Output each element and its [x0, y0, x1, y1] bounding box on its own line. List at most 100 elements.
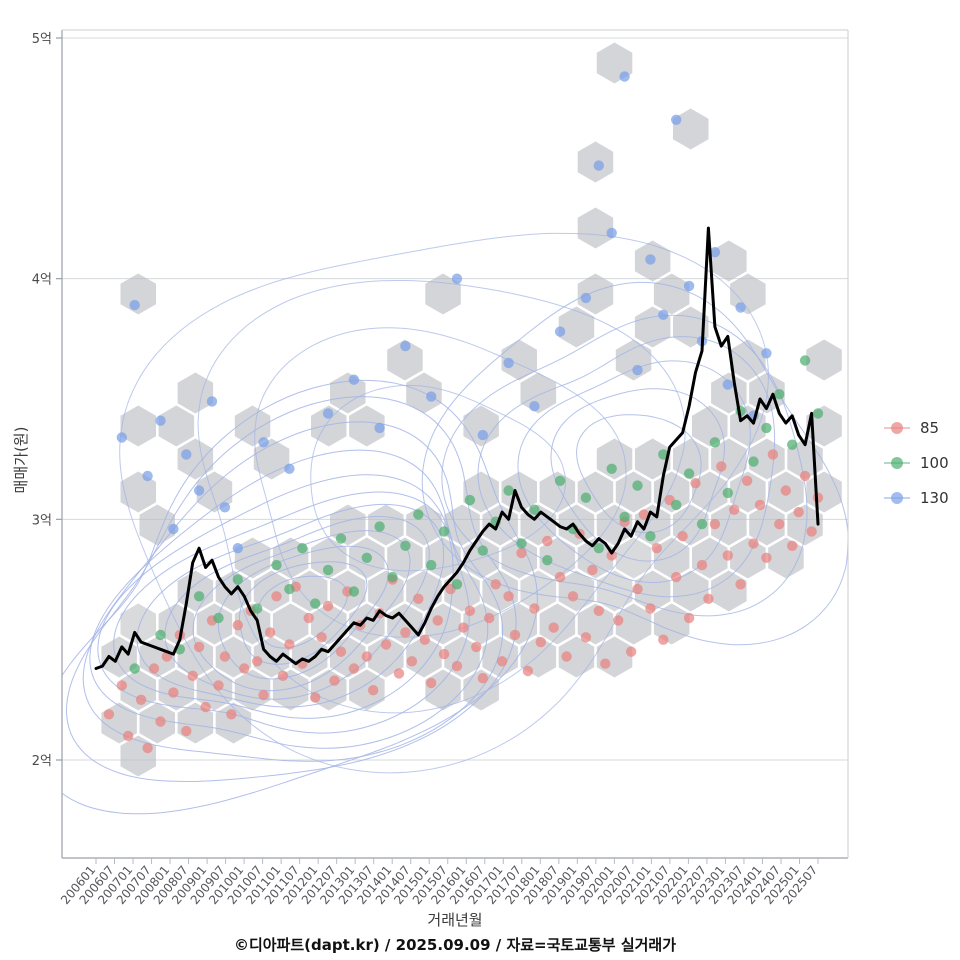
kde-contour: [576, 414, 702, 534]
scatter-point-130: [168, 523, 179, 535]
hexbin-cell: [711, 240, 747, 282]
scatter-point-130: [722, 379, 733, 390]
scatter-point-85: [793, 506, 804, 518]
scatter-point-100: [542, 555, 553, 566]
scatter-point-85: [258, 689, 269, 701]
legend-marker-100[interactable]: [891, 457, 903, 469]
y-tick-label-0: 2억: [32, 754, 52, 769]
scatter-point-85: [413, 593, 424, 604]
scatter-point-85: [722, 550, 733, 561]
scatter-point-100: [451, 579, 463, 590]
scatter-point-85: [438, 648, 450, 660]
hexbin-cell: [406, 636, 442, 678]
hexbin-cell: [653, 603, 690, 645]
scatter-point-85: [767, 449, 779, 460]
scatter-point-100: [632, 480, 643, 491]
hexbin-cell: [615, 603, 652, 645]
scatter-point-85: [200, 701, 211, 713]
scatter-point-100: [348, 586, 360, 597]
scatter-point-85: [380, 639, 392, 650]
scatter-point-85: [123, 730, 134, 742]
scatter-point-130: [284, 463, 295, 474]
hexbin-cell: [673, 570, 709, 612]
scatter-point-100: [812, 408, 824, 419]
scatter-point-85: [155, 716, 166, 727]
scatter-point-85: [271, 591, 282, 602]
kde-contour: [550, 388, 725, 562]
scatter-point-100: [787, 439, 798, 450]
hexbin-cell: [730, 339, 766, 381]
scatter-point-85: [561, 651, 572, 662]
scatter-point-100: [232, 574, 243, 585]
hexbin-cell: [692, 471, 728, 513]
scatter-point-85: [613, 615, 624, 626]
scatter-point-85: [806, 526, 817, 537]
kde-contour: [310, 384, 567, 572]
median-price-line: [94, 226, 820, 670]
scatter-point-85: [193, 641, 205, 653]
scatter-point-85: [477, 673, 488, 684]
scatter-point-85: [135, 694, 147, 705]
legend-marker-130[interactable]: [891, 492, 903, 504]
scatter-point-100: [658, 449, 669, 460]
scatter-point-100: [252, 603, 263, 614]
scatter-point-85: [606, 550, 617, 561]
scatter-point-130: [529, 401, 540, 412]
scatter-point-85: [548, 622, 559, 633]
hexbin-cell: [577, 537, 614, 579]
scatter-point-85: [580, 632, 592, 643]
scatter-point-130: [683, 280, 695, 292]
scatter-point-100: [413, 509, 424, 520]
scatter-point-85: [780, 485, 791, 496]
scatter-point-130: [632, 364, 643, 376]
scatter-point-100: [193, 591, 205, 602]
hexbin-cell: [596, 570, 633, 612]
scatter-point-85: [496, 656, 508, 667]
scatter-point-85: [542, 535, 553, 547]
scatter-point-100: [213, 612, 224, 624]
hexbin-cell: [177, 372, 214, 414]
scatter-point-100: [748, 456, 759, 467]
scatter-point-100: [554, 475, 566, 486]
kde-contour: [477, 336, 776, 598]
scatter-point-85: [748, 538, 759, 549]
scatter-point-85: [303, 612, 314, 624]
kde-contour: [238, 561, 368, 665]
kde-contour: [197, 279, 686, 714]
scatter-point-85: [735, 579, 746, 590]
scatter-point-85: [554, 571, 566, 583]
legend-label-130[interactable]: 130: [920, 489, 949, 507]
scatter-point-100: [361, 552, 372, 563]
scatter-point-85: [600, 658, 611, 669]
scatter-point-85: [148, 663, 160, 674]
hexbin-cell: [577, 273, 614, 315]
hexbin-cell: [634, 438, 671, 480]
legend-label-85[interactable]: 85: [920, 419, 939, 437]
scatter-point-85: [754, 499, 766, 511]
scatter-point-85: [239, 663, 250, 674]
scatter-point-85: [264, 627, 276, 638]
legend-marker-85[interactable]: [891, 422, 903, 434]
scatter-point-85: [432, 615, 443, 626]
hexbin-cell: [692, 405, 728, 447]
scatter-point-85: [658, 634, 669, 645]
scatter-point-85: [522, 665, 534, 677]
scatter-point-130: [593, 160, 604, 171]
scatter-point-130: [658, 309, 669, 320]
hexbin-cell: [558, 504, 595, 546]
kde-contour: [89, 449, 489, 749]
scatter-point-85: [709, 518, 721, 530]
scatter-point-85: [419, 634, 430, 645]
scatter-point-130: [735, 302, 746, 313]
scatter-point-85: [787, 540, 798, 551]
hexbin-cell: [463, 405, 499, 447]
kde-contour: [62, 379, 538, 815]
legend-label-100[interactable]: 100: [920, 454, 949, 472]
scatter-point-100: [438, 526, 450, 537]
scatter-point-100: [310, 598, 321, 609]
scatter-point-85: [426, 677, 437, 689]
scatter-point-85: [625, 646, 637, 657]
scatter-point-85: [361, 651, 372, 662]
scatter-point-85: [516, 547, 527, 559]
kde-contour: [192, 530, 411, 692]
